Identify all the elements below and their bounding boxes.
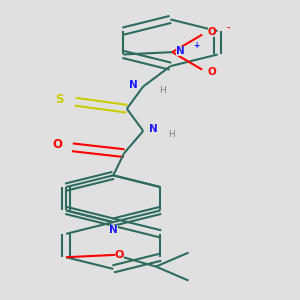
Text: O: O (208, 27, 216, 37)
Text: O: O (52, 139, 62, 152)
Text: O: O (208, 67, 216, 77)
Text: N: N (109, 225, 118, 235)
Text: S: S (56, 93, 64, 106)
Text: H: H (168, 130, 175, 139)
Text: N: N (148, 124, 158, 134)
Text: H: H (159, 85, 166, 94)
Text: -: - (226, 24, 230, 33)
Text: N: N (176, 46, 185, 56)
Text: N: N (129, 80, 138, 90)
Text: O: O (115, 250, 124, 260)
Text: +: + (194, 41, 200, 50)
